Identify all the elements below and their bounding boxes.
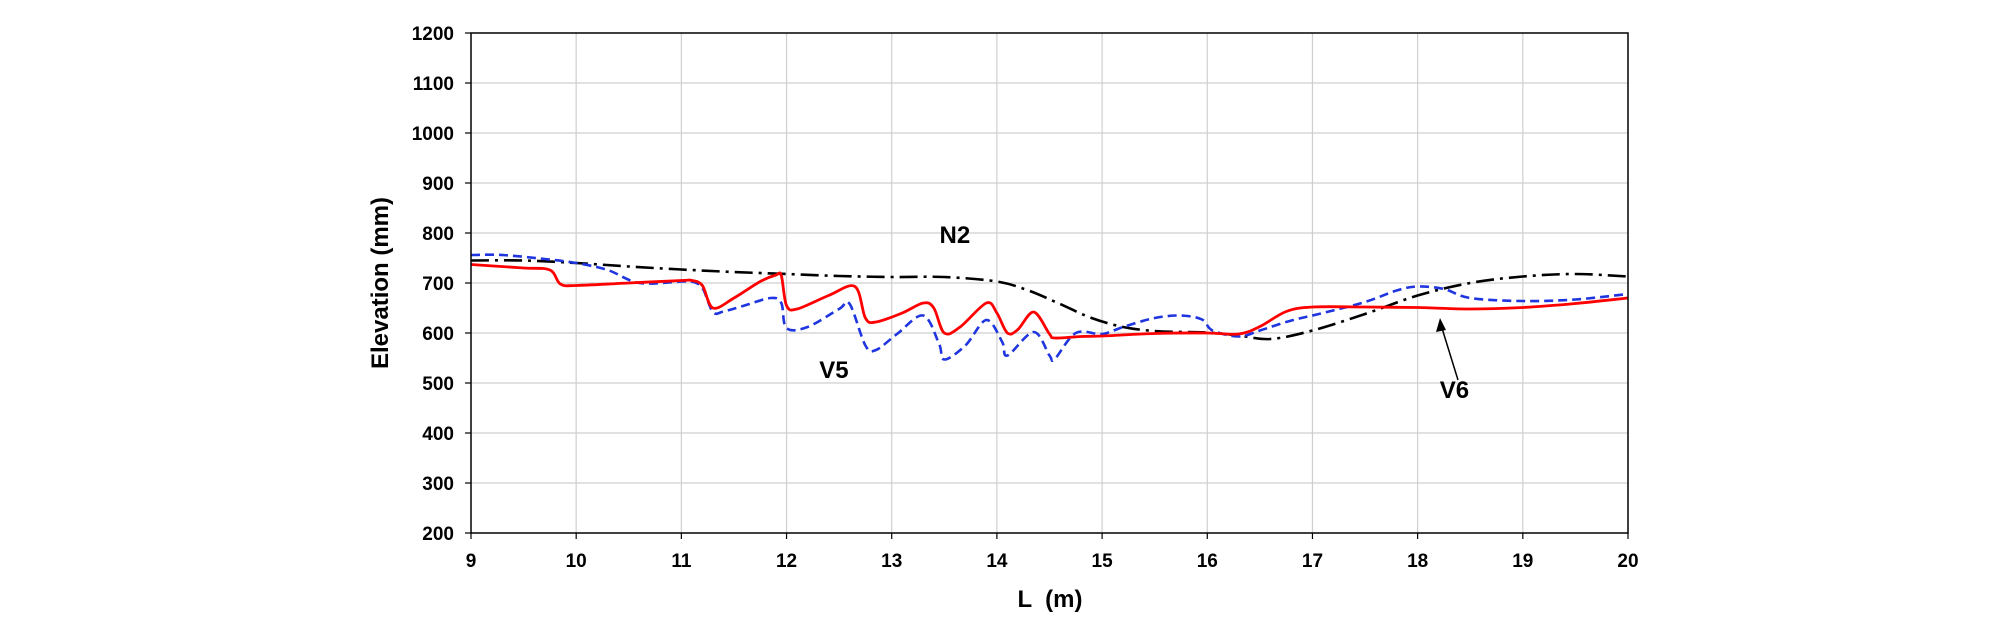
x-tick-label: 20 — [1617, 551, 1638, 572]
x-tick-label: 17 — [1302, 551, 1323, 572]
y-tick-label: 1200 — [412, 24, 454, 45]
x-tick-label: 19 — [1512, 551, 1533, 572]
x-tick-label: 10 — [566, 551, 587, 572]
x-tick-label: 16 — [1197, 551, 1218, 572]
y-axis-title: Elevation (mm) — [367, 197, 394, 369]
y-tick-label: 1100 — [413, 74, 454, 95]
y-tick-label: 900 — [422, 174, 454, 195]
x-tick-label: 12 — [776, 551, 797, 572]
y-tick-labels: 200 300 400 500 600 700 800 900 1000 1100 1200 — [412, 24, 454, 545]
annotation-n2: N2 — [939, 222, 970, 249]
y-tick-label: 500 — [422, 374, 454, 395]
v6-arrow-line — [1440, 324, 1459, 381]
x-tick-label: 13 — [881, 551, 902, 572]
x-tick-label: 9 — [466, 551, 477, 572]
y-tick-label: 700 — [422, 274, 454, 295]
plot-border — [470, 32, 1629, 534]
x-tick-label: 14 — [986, 551, 1008, 572]
y-tick-label: 1000 — [412, 124, 454, 145]
series-line-v6 — [470, 263, 1629, 340]
y-tick-label: 400 — [422, 424, 454, 445]
series-layer — [470, 253, 1629, 363]
x-tick-labels: 9 10 11 12 13 14 15 16 17 18 19 20 — [466, 551, 1639, 572]
annotations: N2 V5 V6 — [819, 222, 1469, 404]
x-axis-title: L (m) — [1018, 586, 1083, 613]
v6-arrowhead — [1436, 318, 1446, 332]
y-tick-label: 800 — [422, 224, 454, 245]
annotation-v6: V6 — [1440, 377, 1469, 404]
x-tick-label: 11 — [671, 551, 692, 572]
y-tick-label: 300 — [422, 474, 454, 495]
series-line-n2 — [470, 259, 1629, 341]
x-tick-label: 18 — [1407, 551, 1428, 572]
grid-lines — [465, 32, 1629, 539]
y-tick-label: 600 — [422, 324, 454, 345]
annotation-v5: V5 — [819, 357, 848, 384]
y-tick-label: 200 — [422, 524, 454, 545]
x-tick-label: 15 — [1092, 551, 1114, 572]
